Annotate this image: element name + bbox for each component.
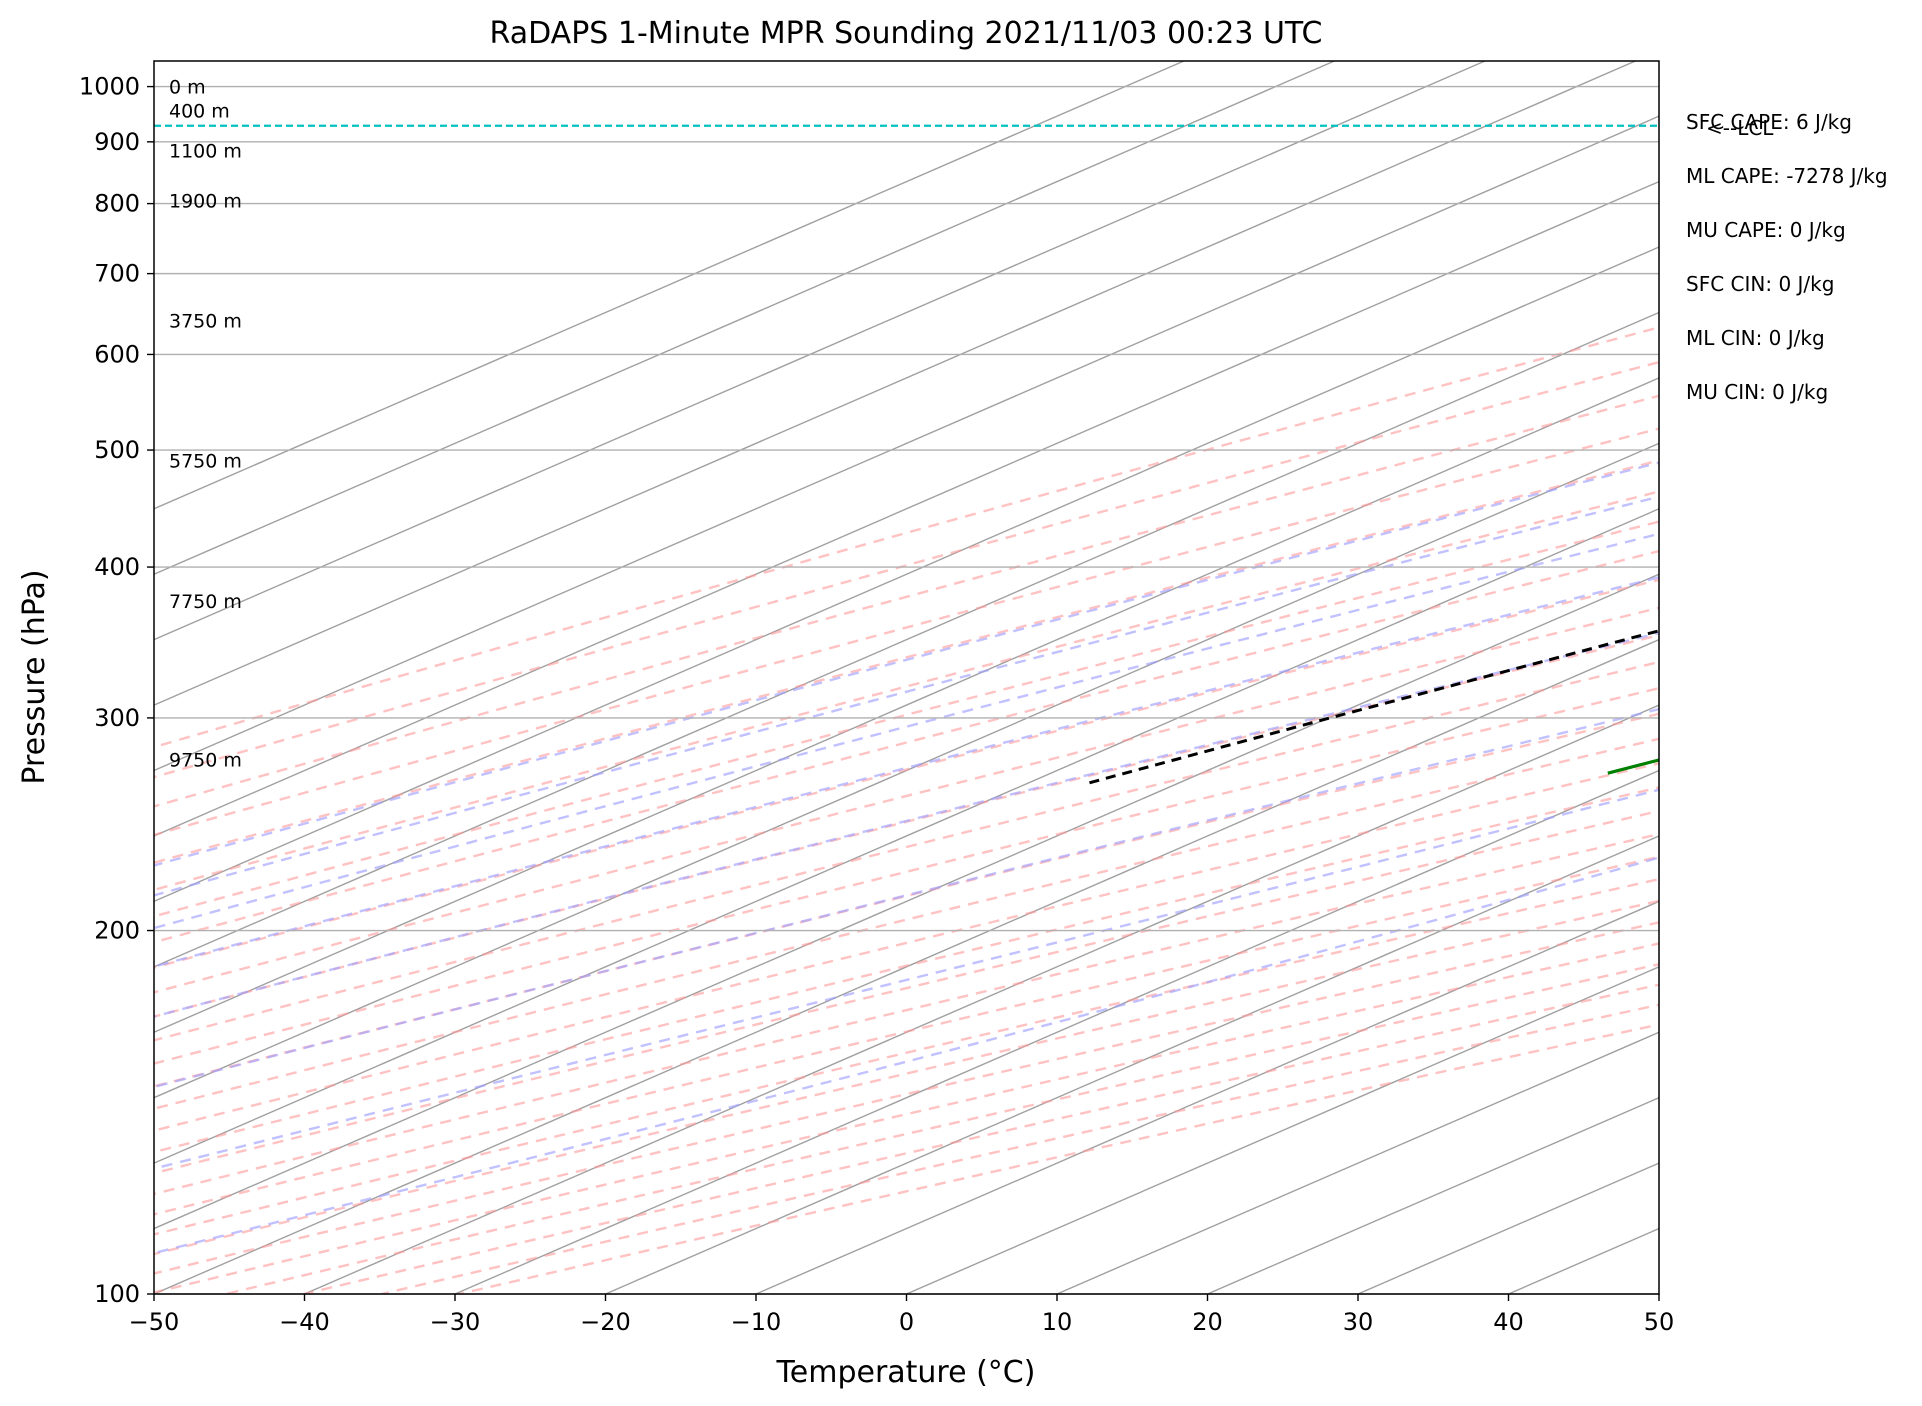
lcl-label: <--LCL <box>1706 116 1774 140</box>
parcel-profile <box>1088 629 1659 785</box>
dry-adiabat-line <box>459 1023 1659 1294</box>
dewpoint-profile <box>1607 758 1659 775</box>
isotherm-line <box>154 377 1659 1034</box>
height-label: 3750 m <box>169 311 242 333</box>
pressure-gridlines <box>154 85 1659 1295</box>
x-tick-label: 10 <box>1042 1308 1073 1336</box>
x-tick-label: 50 <box>1644 1308 1675 1336</box>
x-axis-ticks: −50 −40 −30 −20 −10 0 10 20 30 40 50 <box>129 1294 1675 1336</box>
isotherm-line <box>1658 1293 1659 1294</box>
stat-line: SFC CAPE: 6 J/kg <box>1686 110 1852 134</box>
dry-adiabat-line <box>154 660 1659 1042</box>
height-label: 1100 m <box>169 141 242 163</box>
y-tick-label: 200 <box>94 917 140 945</box>
y-axis-label: Pressure (hPa) <box>17 569 52 784</box>
isotherm-line <box>906 966 1659 1294</box>
y-tick-label: 400 <box>94 553 140 581</box>
isotherm-line <box>154 115 1659 772</box>
y-tick-label: 100 <box>94 1280 140 1308</box>
series-group <box>1088 87 1922 785</box>
isotherm-line <box>154 311 1659 968</box>
x-axis-label: Temperature (°C) <box>776 1355 1036 1390</box>
y-tick-label: 300 <box>94 704 140 732</box>
y-axis-ticks: 1000 900 800 700 600 500 400 300 200 100 <box>79 73 154 1308</box>
x-tick-label: −20 <box>580 1308 631 1336</box>
x-tick-label: 40 <box>1493 1308 1524 1336</box>
moist-adiabat-line <box>154 707 1659 1089</box>
dry-adiabat-line <box>303 983 1659 1294</box>
x-tick-label: 30 <box>1343 1308 1374 1336</box>
height-label: 5750 m <box>169 451 242 473</box>
stats-panel: SFC CAPE: 6 J/kg ML CAPE: -7278 J/kg MU CA… <box>1686 110 1888 404</box>
y-tick-label: 800 <box>94 190 140 218</box>
dry-adiabat-line <box>154 786 1659 1154</box>
isotherm-line <box>755 900 1659 1294</box>
x-tick-label: −40 <box>279 1308 330 1336</box>
isotherm-line <box>1207 1096 1659 1294</box>
x-tick-label: 0 <box>899 1308 914 1336</box>
x-tick-label: −50 <box>129 1308 180 1336</box>
isotherm-line <box>1810 61 1922 1294</box>
y-tick-label: 600 <box>94 340 140 368</box>
isotherm-line <box>154 61 1486 641</box>
dry-adiabat-line <box>154 921 1659 1275</box>
isotherm-line <box>1056 1031 1659 1294</box>
isotherm-line <box>154 180 1659 837</box>
isotherm-line <box>154 61 1335 575</box>
isotherm-line <box>154 442 1659 1099</box>
isotherm-line <box>1357 1162 1659 1294</box>
dry-adiabat-line <box>154 942 1659 1294</box>
isotherm-line <box>154 61 1636 706</box>
height-label: 9750 m <box>169 750 242 772</box>
x-tick-label: 20 <box>1192 1308 1223 1336</box>
x-tick-label: −30 <box>430 1308 481 1336</box>
isotherm-line <box>154 638 1659 1294</box>
temperature-profile <box>1913 87 1922 783</box>
stat-line: ML CIN: 0 J/kg <box>1686 326 1825 350</box>
dry-adiabat-line <box>154 686 1659 1065</box>
dry-adiabat-line <box>154 737 1659 1110</box>
dry-adiabat-line <box>154 606 1659 994</box>
dry-adiabat-line <box>225 963 1659 1294</box>
dry-adiabat-line <box>154 549 1659 944</box>
chart-title: RaDAPS 1-Minute MPR Sounding 2021/11/03 … <box>490 16 1323 51</box>
isotherm-line <box>154 246 1659 903</box>
height-label: 400 m <box>169 101 230 123</box>
dry-adiabat-line <box>154 490 1659 892</box>
background-lines <box>154 61 1922 1294</box>
x-tick-label: −10 <box>731 1308 782 1336</box>
height-label: 7750 m <box>169 591 242 613</box>
isotherm-line <box>304 704 1659 1294</box>
stat-line: ML CAPE: -7278 J/kg <box>1686 164 1888 188</box>
stat-line: SFC CIN: 0 J/kg <box>1686 272 1834 296</box>
height-label: 0 m <box>169 77 206 99</box>
isotherm-line <box>154 61 1185 510</box>
y-tick-label: 700 <box>94 260 140 288</box>
y-tick-label: 1000 <box>79 73 140 101</box>
height-label: 1900 m <box>169 190 242 212</box>
y-tick-label: 500 <box>94 436 140 464</box>
plot-frame <box>153 60 1660 1295</box>
dry-adiabat-line <box>154 459 1659 864</box>
stat-line: MU CAPE: 0 J/kg <box>1686 218 1846 242</box>
stat-line: MU CIN: 0 J/kg <box>1686 380 1828 404</box>
y-tick-label: 900 <box>94 128 140 156</box>
dry-adiabat-line <box>154 394 1659 808</box>
isotherm-line <box>605 835 1659 1294</box>
